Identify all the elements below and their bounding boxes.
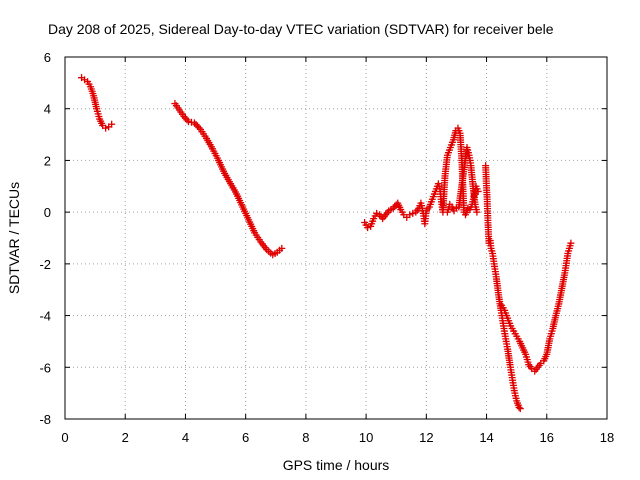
y-tick-label: -6: [39, 360, 51, 375]
x-tick-label: 14: [479, 430, 493, 445]
data-point: [364, 224, 372, 232]
ticks-layer: 0 2 4 6 8 10 12 14 16 18 -8 -6 -4 -2 0 2 4 6: [39, 50, 614, 445]
data-point: [190, 119, 198, 127]
x-tick-label: 18: [600, 430, 614, 445]
data-point: [473, 208, 481, 216]
y-tick-label: 6: [44, 50, 51, 65]
data-point: [567, 239, 575, 247]
data-point: [192, 121, 200, 129]
x-tick-label: 4: [182, 430, 189, 445]
x-tick-label: 0: [61, 430, 68, 445]
data-point: [195, 124, 203, 132]
data-point: [406, 211, 414, 219]
chart-title: Day 208 of 2025, Sidereal Day-to-day VTE…: [48, 21, 554, 37]
y-tick-label: 4: [44, 102, 51, 117]
points-layer: [78, 74, 575, 413]
data-point: [373, 209, 381, 217]
x-tick-label: 12: [419, 430, 433, 445]
y-axis-label: SDTVAR / TECUs: [6, 182, 22, 294]
y-tick-label: 2: [44, 153, 51, 168]
data-point: [102, 124, 110, 132]
x-tick-label: 6: [242, 430, 249, 445]
data-point: [515, 403, 523, 411]
x-tick-label: 16: [540, 430, 554, 445]
y-tick-label: -4: [39, 309, 51, 324]
y-tick-label: -8: [39, 412, 51, 427]
x-axis-label: GPS time / hours: [283, 457, 390, 473]
x-tick-label: 8: [302, 430, 309, 445]
plot-frame: [64, 56, 608, 420]
data-point: [409, 209, 417, 217]
y-tick-label: -2: [39, 257, 51, 272]
x-tick-label: 2: [122, 430, 129, 445]
data-point: [278, 244, 286, 252]
x-tick-label: 10: [359, 430, 373, 445]
data-point: [193, 122, 201, 130]
y-tick-label: 0: [44, 205, 51, 220]
data-point: [516, 405, 524, 413]
data-point: [108, 120, 116, 128]
